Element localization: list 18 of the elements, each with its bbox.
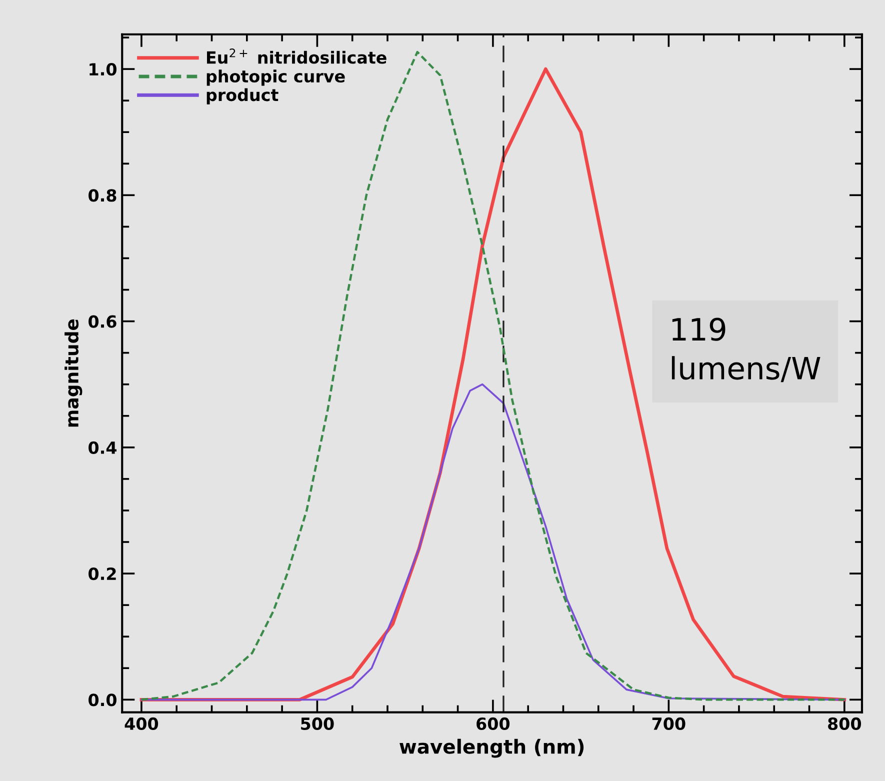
y-tick-label: 0.6 [88, 315, 116, 328]
x-tick-label: 500 [301, 717, 334, 730]
annotation: 119 lumens/W [672, 318, 820, 382]
legend-label: photopic curve [206, 70, 345, 86]
x-tick-label: 400 [124, 717, 158, 730]
x-axis-title: wavelength (nm) [400, 738, 584, 758]
x-tick-label: 600 [476, 717, 510, 730]
line-series [140, 383, 846, 701]
y-tick-label: 1.0 [90, 63, 116, 76]
x-tick-label: 800 [828, 717, 862, 730]
y-tick-label: 0.0 [88, 694, 116, 706]
legend-label: Eu$^{2+}$ nitridosilicate [206, 48, 386, 64]
y-tick-label: 0.8 [88, 189, 116, 202]
y-tick-label: 0.4 [88, 441, 117, 454]
y-axis-title: magnitude [64, 319, 82, 427]
x-tick-label: 700 [652, 717, 686, 730]
y-tick-label: 0.2 [88, 568, 116, 580]
legend-label: product [206, 88, 278, 104]
